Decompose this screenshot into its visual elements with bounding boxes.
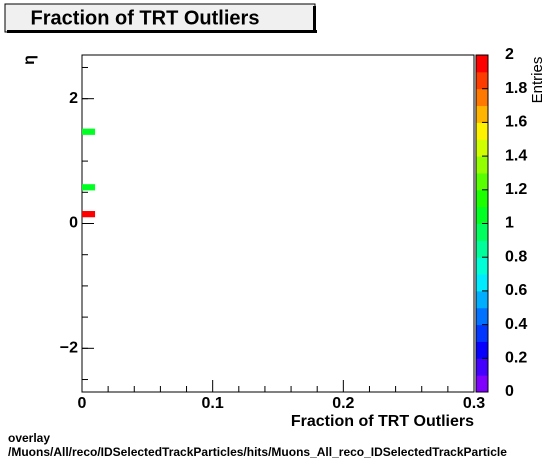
colorbar-step (476, 274, 488, 292)
colorbar-step (476, 88, 488, 107)
colorbar-tick-label: 0.6 (505, 282, 527, 299)
colorbar-step (476, 240, 488, 258)
colorbar-tick-label: 1.4 (505, 147, 527, 164)
y-tick-label: 2 (69, 90, 78, 107)
colorbar-step (476, 55, 488, 73)
heatmap-cell (82, 128, 96, 135)
x-tick-label: 0 (78, 395, 87, 412)
colorbar-tick-label: 0.4 (505, 316, 527, 333)
chart-title: Fraction of TRT Outliers (31, 7, 260, 29)
colorbar-step (476, 71, 488, 90)
colorbar-step (476, 189, 488, 208)
colorbar-step (476, 324, 488, 342)
y-tick-label: 0 (69, 215, 78, 232)
colorbar-tick-label: 0.2 (505, 350, 527, 367)
colorbar-step (476, 223, 488, 241)
footer-line: /Muons/All/reco/IDSelectedTrackParticles… (8, 445, 507, 459)
title-box (4, 3, 316, 33)
colorbar-step (476, 122, 488, 140)
colorbar-step (476, 290, 488, 309)
colorbar-step (476, 375, 488, 393)
colorbar-step (476, 105, 488, 123)
colorbar-tick-label: 1.8 (505, 80, 527, 97)
colorbar-step (476, 358, 488, 376)
colorbar-tick-label: 1 (505, 215, 514, 232)
footer-line: overlay (8, 431, 50, 445)
x-tick-label: 0.1 (202, 395, 224, 412)
colorbar-tick-label: 1.6 (505, 114, 527, 131)
plot-frame (81, 54, 475, 393)
colorbar-label: Entries (529, 57, 546, 104)
colorbar-step (476, 172, 488, 191)
colorbar-step (476, 307, 488, 326)
colorbar-step (476, 139, 488, 157)
colorbar-step (476, 257, 488, 275)
heatmap-cell (82, 184, 96, 191)
colorbar-tick-label: 0.8 (505, 248, 527, 265)
colorbar-step (476, 341, 488, 359)
y-tick-label: −2 (60, 340, 78, 357)
x-tick-label: 0.3 (463, 395, 485, 412)
x-axis-label: Fraction of TRT Outliers (291, 413, 474, 430)
colorbar-tick-label: 2 (505, 46, 514, 63)
title-shadow (7, 30, 317, 33)
title-shadow (313, 6, 316, 33)
colorbar-tick-label: 1.2 (505, 181, 527, 198)
x-tick-label: 0.2 (332, 395, 354, 412)
colorbar-step (476, 156, 488, 174)
heatmap-cell (82, 211, 96, 218)
colorbar-step (476, 206, 488, 224)
colorbar-tick-label: 0 (505, 383, 514, 400)
y-axis-label: η (21, 55, 38, 65)
